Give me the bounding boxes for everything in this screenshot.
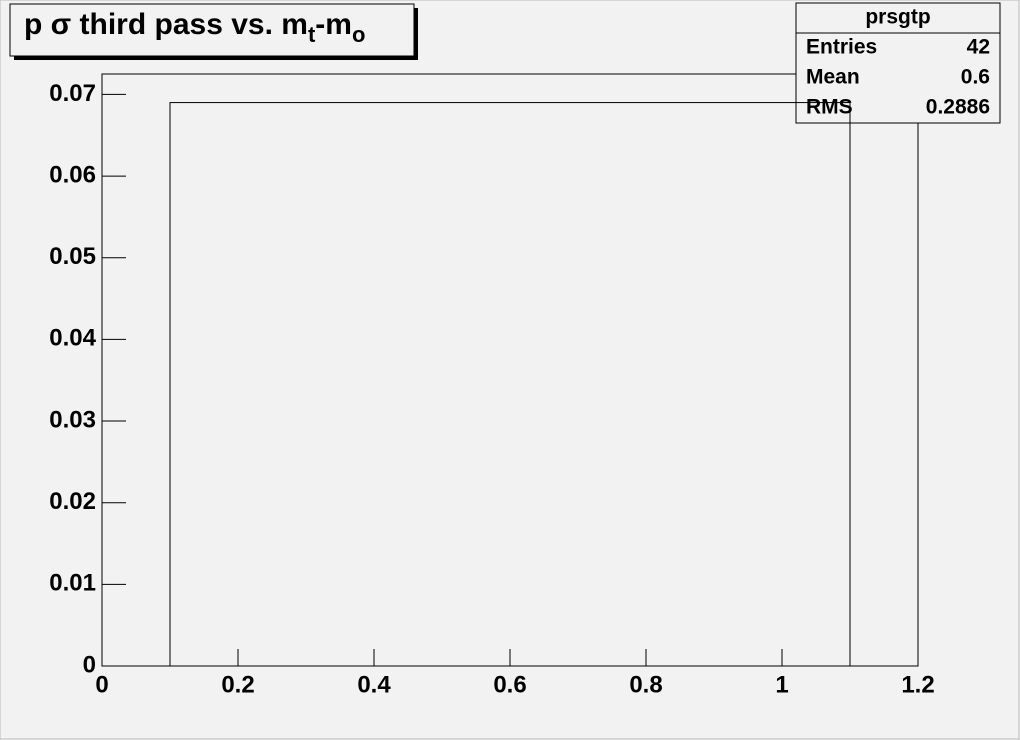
title-subscript: t xyxy=(308,22,316,47)
stats-value: 42 xyxy=(967,36,990,59)
x-tick-label: 0.2 xyxy=(221,671,254,698)
x-tick-label: 1 xyxy=(775,671,788,698)
x-tick-label: 0 xyxy=(95,671,108,698)
y-tick-label: 0.03 xyxy=(49,406,96,433)
stats-value: 0.6 xyxy=(961,66,990,89)
stats-title: prsgtp xyxy=(865,6,930,29)
y-tick-label: 0 xyxy=(83,651,96,678)
title-part: p σ third pass vs. m xyxy=(24,8,308,41)
plot-frame xyxy=(101,73,919,667)
stats-value: 0.2886 xyxy=(926,96,990,119)
stats-label: RMS xyxy=(806,96,853,119)
title-subscript: o xyxy=(352,22,365,47)
y-tick-label: 0.07 xyxy=(49,80,96,107)
y-tick-label: 0.05 xyxy=(49,243,96,270)
y-tick-label: 0.01 xyxy=(49,570,96,597)
y-tick-label: 0.06 xyxy=(49,161,96,188)
y-tick-label: 0.02 xyxy=(49,488,96,515)
histogram-bar xyxy=(169,102,851,667)
title-part: -m xyxy=(315,8,352,41)
stats-label: Entries xyxy=(806,36,877,59)
title-box xyxy=(9,3,415,57)
stats-label: Mean xyxy=(806,66,860,89)
y-tick-label: 0.04 xyxy=(49,325,96,352)
chart-title: p σ third pass vs. mt-mo xyxy=(24,8,365,47)
x-tick-label: 0.8 xyxy=(629,671,662,698)
x-tick-label: 0.6 xyxy=(493,671,526,698)
x-tick-label: 1.2 xyxy=(901,671,934,698)
x-tick-label: 0.4 xyxy=(357,671,391,698)
